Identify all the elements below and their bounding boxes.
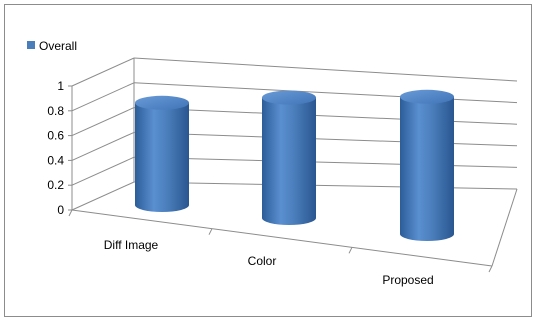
legend-label: Overall <box>39 39 77 53</box>
bar <box>400 96 454 241</box>
plot-area: 0 0.2 0.4 0.6 0.8 1 Diff Image Color Proposed <box>47 57 518 287</box>
x-tick <box>208 228 213 235</box>
legend: Overall <box>27 39 77 53</box>
x-tick <box>488 265 493 273</box>
side-gridline <box>71 131 135 161</box>
side-gridline <box>71 156 135 186</box>
x-axis-line <box>71 209 493 267</box>
gridline <box>133 107 518 125</box>
bar <box>262 97 316 225</box>
y-tick-label: 0.8 <box>47 104 64 118</box>
x-tick-label: Proposed <box>382 273 433 287</box>
bar-top <box>135 95 189 110</box>
gridline <box>133 131 518 147</box>
y-tick-label: 1 <box>57 79 64 93</box>
floor-right-edge <box>491 188 518 267</box>
x-tick <box>348 247 353 254</box>
bar-top <box>262 90 316 105</box>
bar-top <box>400 89 454 104</box>
y-tick-label: 0.6 <box>47 129 64 143</box>
bar <box>135 102 189 212</box>
y-tick-label: 0 <box>57 203 64 217</box>
side-gridline <box>71 181 135 211</box>
y-tick-label: 0.2 <box>47 178 64 192</box>
x-tick <box>68 209 73 217</box>
y-tick-label: 0.4 <box>47 153 64 167</box>
side-gridline <box>71 107 135 137</box>
gridline <box>133 181 518 190</box>
x-tick-label: Diff Image <box>104 238 159 252</box>
gridline <box>133 57 518 82</box>
gridline <box>133 156 518 168</box>
x-tick-label: Color <box>248 254 277 268</box>
side-gridline <box>71 57 135 87</box>
legend-swatch <box>27 41 35 49</box>
gridline <box>133 82 518 104</box>
side-gridline <box>71 82 135 112</box>
